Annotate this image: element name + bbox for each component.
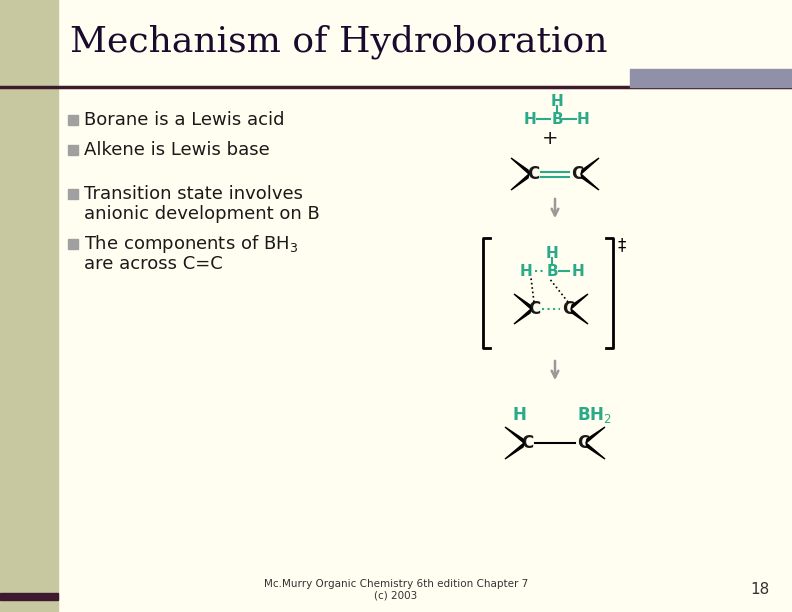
Text: BH$_2$: BH$_2$	[577, 405, 612, 425]
Text: H: H	[546, 245, 558, 261]
Text: C: C	[577, 434, 589, 452]
Text: H: H	[577, 111, 589, 127]
Text: Borane is a Lewis acid: Borane is a Lewis acid	[84, 111, 284, 129]
Text: H: H	[520, 264, 532, 278]
Polygon shape	[571, 309, 588, 324]
Text: B: B	[551, 111, 563, 127]
Polygon shape	[514, 294, 531, 309]
Text: H: H	[550, 94, 563, 108]
Polygon shape	[511, 174, 529, 190]
Text: anionic development on B: anionic development on B	[84, 205, 320, 223]
Text: The components of BH$_3$: The components of BH$_3$	[84, 233, 299, 255]
Bar	[68, 239, 78, 249]
Polygon shape	[505, 443, 524, 459]
Polygon shape	[581, 158, 599, 174]
Polygon shape	[514, 309, 531, 324]
Bar	[68, 145, 78, 155]
Text: are across C=C: are across C=C	[84, 255, 223, 273]
Text: C: C	[562, 300, 574, 318]
Polygon shape	[586, 443, 605, 459]
Text: H: H	[512, 406, 526, 424]
Text: C: C	[527, 165, 539, 183]
Bar	[630, 69, 792, 87]
Text: Alkene is Lewis base: Alkene is Lewis base	[84, 141, 270, 159]
Polygon shape	[571, 294, 588, 309]
Polygon shape	[581, 174, 599, 190]
Text: Mc.Murry Organic Chemistry 6th edition Chapter 7
(c) 2003: Mc.Murry Organic Chemistry 6th edition C…	[264, 579, 528, 601]
Text: C: C	[571, 165, 583, 183]
Polygon shape	[511, 158, 529, 174]
Text: B: B	[546, 264, 558, 278]
Text: Mechanism of Hydroboration: Mechanism of Hydroboration	[70, 24, 607, 59]
Text: 18: 18	[751, 583, 770, 597]
Text: C: C	[528, 300, 540, 318]
Bar	[68, 189, 78, 199]
Bar	[0, 593, 58, 600]
Bar	[0, 0, 58, 612]
Text: H: H	[572, 264, 584, 278]
Text: +: +	[542, 130, 558, 149]
Bar	[68, 115, 78, 125]
Polygon shape	[505, 427, 524, 443]
Text: Transition state involves: Transition state involves	[84, 185, 303, 203]
Text: C: C	[521, 434, 533, 452]
Text: ‡: ‡	[617, 236, 626, 254]
Text: H: H	[524, 111, 536, 127]
Polygon shape	[586, 427, 605, 443]
